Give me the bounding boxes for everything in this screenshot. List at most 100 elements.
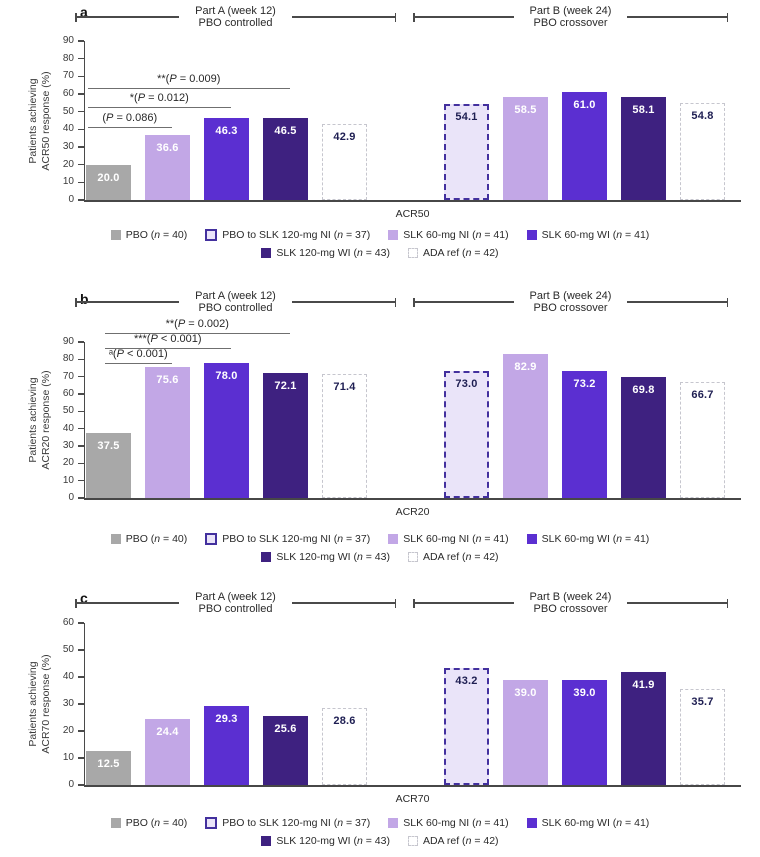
bar-value-label: 66.7 bbox=[691, 389, 714, 402]
significance-line bbox=[105, 333, 290, 335]
bar-ni60 bbox=[145, 135, 190, 200]
bracket-line bbox=[76, 301, 180, 303]
legend-swatch-wi60-icon bbox=[526, 534, 537, 544]
legend-label: SLK 60-mg WI (n = 41) bbox=[541, 533, 650, 545]
x-axis-label: ACR70 bbox=[395, 793, 430, 805]
y-tick-label: 30 bbox=[62, 141, 74, 152]
y-tick-label: 0 bbox=[68, 492, 74, 503]
bracket-line bbox=[414, 16, 514, 18]
panel-letter-b: b bbox=[80, 291, 89, 307]
bar-value-label: 54.1 bbox=[455, 111, 478, 124]
part-a-bracket: Part A (week 12) PBO controlled bbox=[75, 289, 396, 315]
legend-swatch-pbo-icon bbox=[110, 230, 121, 240]
bar-value-label: 58.5 bbox=[514, 103, 537, 116]
significance-label: (P = 0.086) bbox=[102, 112, 158, 124]
y-tick-mark bbox=[78, 146, 84, 148]
y-tick-label: 30 bbox=[62, 440, 74, 451]
bar-wi120 bbox=[263, 715, 308, 785]
bracket-end-tick bbox=[75, 12, 77, 22]
bar-value-label: 73.0 bbox=[455, 378, 478, 391]
legend-label: SLK 60-mg NI (n = 41) bbox=[403, 817, 509, 829]
bar-ada bbox=[680, 382, 725, 498]
y-tick-mark bbox=[78, 40, 84, 42]
legend-swatch-pbo-icon bbox=[110, 818, 121, 828]
legend-item-wi60: SLK 60-mg WI (n = 41) bbox=[526, 533, 650, 545]
legend-item-ada: ADA ref (n = 42) bbox=[407, 551, 499, 563]
legend-item-ada: ADA ref (n = 42) bbox=[407, 835, 499, 847]
bar-ada bbox=[680, 688, 725, 785]
y-tick-label: 0 bbox=[68, 779, 74, 790]
part-b-bracket: Part B (week 24) PBO crossover bbox=[413, 289, 729, 315]
legend-row-1: PBO (n = 40) PBO to SLK 120-mg NI (n = 37… bbox=[0, 533, 760, 545]
y-tick-mark bbox=[78, 497, 84, 499]
bar-pbo2slk bbox=[444, 668, 489, 785]
y-tick-mark bbox=[78, 462, 84, 464]
bracket-label-line2: PBO controlled bbox=[198, 302, 273, 314]
y-tick-mark bbox=[78, 649, 84, 651]
bracket-label-line1: Part B (week 24) bbox=[529, 590, 612, 603]
bracket-end-tick bbox=[394, 12, 396, 22]
y-tick-mark bbox=[78, 111, 84, 113]
significance-label: **(P = 0.002) bbox=[165, 318, 229, 330]
y-tick-label: 40 bbox=[62, 422, 74, 434]
bar-wi120 bbox=[621, 671, 666, 785]
bracket-label: Part A (week 12) PBO controlled bbox=[179, 591, 292, 616]
bar-value-label: 41.9 bbox=[632, 678, 655, 691]
legend-label: SLK 120-mg WI (n = 43) bbox=[276, 835, 390, 847]
bar-value-label: 72.1 bbox=[274, 380, 297, 393]
bar-ni60 bbox=[145, 719, 190, 785]
bar-wi60 bbox=[204, 362, 249, 498]
significance-label: ᵃ(P < 0.001) bbox=[108, 348, 168, 360]
x-axis-line bbox=[84, 785, 741, 787]
legend-item-wi60: SLK 60-mg WI (n = 41) bbox=[526, 229, 650, 241]
y-tick-label: 70 bbox=[62, 370, 74, 382]
bar-ada bbox=[322, 374, 367, 498]
legend-swatch-pbo2slk-icon bbox=[205, 817, 218, 829]
bar-value-label: 25.6 bbox=[274, 722, 297, 735]
y-axis-title-line1: Patients achieving bbox=[27, 661, 39, 747]
bar-value-label: 43.2 bbox=[455, 675, 478, 688]
legend-item-pbo2slk: PBO to SLK 120-mg NI (n = 37) bbox=[205, 533, 370, 545]
bar-ni60 bbox=[503, 96, 548, 200]
bar-value-label: 58.1 bbox=[632, 104, 655, 117]
legend-item-pbo2slk: PBO to SLK 120-mg NI (n = 37) bbox=[205, 817, 370, 829]
bracket-label-line2: PBO crossover bbox=[533, 302, 608, 314]
legend-swatch-pbo-icon bbox=[110, 534, 121, 544]
part-b-bracket: Part B (week 24) PBO crossover bbox=[413, 590, 729, 616]
y-tick-label: 60 bbox=[62, 88, 74, 99]
legend-label: SLK 60-mg WI (n = 41) bbox=[541, 229, 650, 241]
significance-label: ***(P < 0.001) bbox=[133, 333, 202, 345]
bracket-end-tick bbox=[413, 12, 415, 22]
legend-item-wi60: SLK 60-mg WI (n = 41) bbox=[526, 817, 650, 829]
bar-wi60 bbox=[204, 118, 249, 200]
bar-wi60 bbox=[562, 92, 607, 200]
bar-value-label: 82.9 bbox=[514, 361, 537, 374]
legend-label: SLK 60-mg WI (n = 41) bbox=[541, 817, 650, 829]
bracket-label: Part B (week 24) PBO crossover bbox=[514, 591, 628, 616]
x-axis-label: ACR50 bbox=[395, 208, 430, 220]
legend-item-pbo: PBO (n = 40) bbox=[110, 817, 187, 829]
legend-label: SLK 120-mg WI (n = 43) bbox=[276, 551, 390, 563]
y-tick-label: 10 bbox=[62, 474, 74, 486]
y-tick-mark bbox=[78, 181, 84, 183]
legend-label: PBO to SLK 120-mg NI (n = 37) bbox=[222, 533, 371, 545]
y-tick-label: 0 bbox=[68, 194, 74, 205]
part-b-bracket: Part B (week 24) PBO crossover bbox=[413, 4, 729, 30]
y-tick-mark bbox=[78, 428, 84, 430]
bracket-line bbox=[414, 602, 514, 604]
bracket-label-line1: Part A (week 12) bbox=[195, 4, 276, 17]
y-tick-label: 70 bbox=[62, 70, 74, 82]
bracket-line bbox=[627, 602, 727, 604]
legend-item-pbo: PBO (n = 40) bbox=[110, 533, 187, 545]
significance-label: **(P = 0.009) bbox=[157, 73, 221, 85]
bracket-end-tick bbox=[726, 12, 729, 22]
y-tick-label: 10 bbox=[62, 176, 74, 188]
y-tick-label: 50 bbox=[62, 405, 74, 417]
y-tick-label: 30 bbox=[62, 698, 74, 709]
legend-item-ni60: SLK 60-mg NI (n = 41) bbox=[388, 533, 509, 545]
bracket-label-line1: Part B (week 24) bbox=[529, 289, 612, 302]
legend-swatch-pbo2slk-icon bbox=[205, 533, 218, 545]
y-tick-label: 20 bbox=[62, 457, 74, 469]
bar-ada bbox=[322, 707, 367, 785]
bar-pbo2slk bbox=[444, 371, 489, 498]
